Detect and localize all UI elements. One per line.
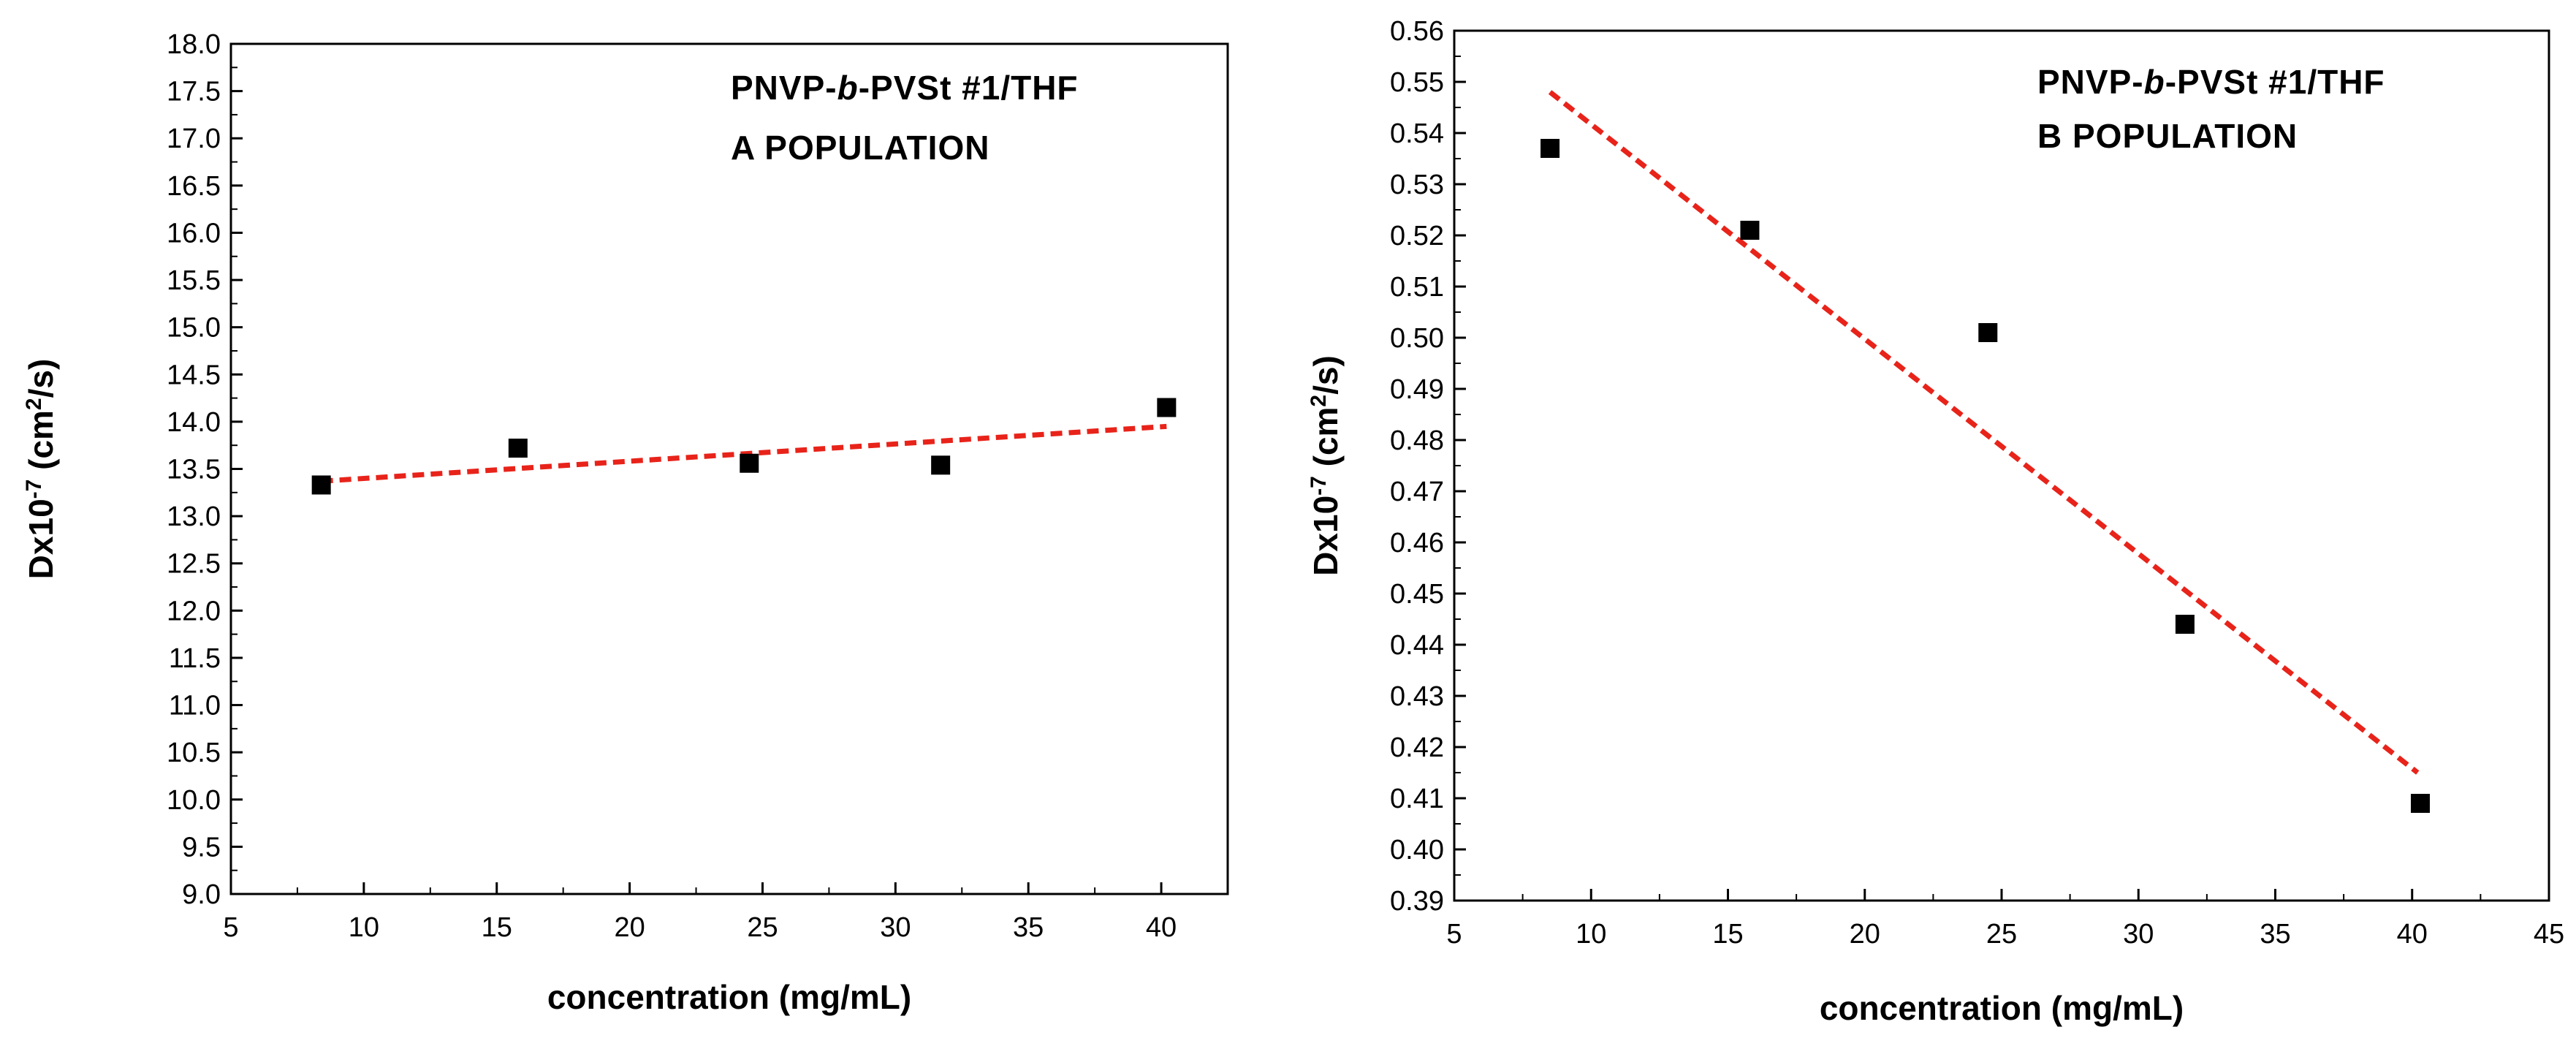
chart-a-data-point — [311, 475, 331, 495]
chart-a-x-tick-label: 35 — [1013, 912, 1044, 943]
chart-b-y-tick-label: 0.46 — [1390, 528, 1444, 558]
chart-b: 0.39 0.40 0.41 0.42 0.43 0.44 0.45 0.46 0.47 0.48… — [1307, 16, 2565, 1027]
chart-b-y-tick-label: 0.40 — [1390, 835, 1444, 865]
chart-a-y-tick-label: 10.5 — [167, 738, 221, 768]
chart-b-y-tick-label: 0.48 — [1390, 425, 1444, 456]
chart-b-x-axis-label: concentration (mg/mL) — [1820, 989, 2184, 1027]
chart-a-y-tick-label: 17.5 — [167, 77, 221, 107]
chart-b-y-ticks: 0.39 0.40 0.41 0.42 0.43 0.44 0.45 0.46 0.47 0.48… — [1390, 16, 1466, 917]
chart-b-x-tick-label: 20 — [1850, 919, 1880, 950]
chart-a-y-tick-label: 11.5 — [169, 643, 221, 674]
chart-b-data-point — [2175, 615, 2195, 634]
chart-b-x-tick-label: 5 — [1446, 919, 1462, 950]
chart-b-x-tick-label: 45 — [2534, 919, 2564, 950]
chart-b-y-tick-label: 0.55 — [1390, 67, 1444, 98]
chart-a-y-tick-label: 11.0 — [169, 691, 221, 721]
chart-b-x-tick-label: 15 — [1712, 919, 1743, 950]
chart-b-y-tick-label: 0.54 — [1390, 118, 1444, 149]
chart-a-y-tick-label: 16.5 — [167, 171, 221, 202]
chart-a-x-tick-label: 30 — [880, 912, 911, 943]
chart-a-data-point — [931, 455, 951, 475]
chart-a-y-tick-label: 18.0 — [167, 29, 221, 60]
chart-b-y-tick-label: 0.49 — [1390, 374, 1444, 405]
chart-b-data-points — [1540, 139, 2430, 813]
chart-b-y-tick-label: 0.44 — [1390, 630, 1444, 661]
chart-b-annotation-line1: PNVP-b-PVSt #1/THF — [2037, 63, 2385, 101]
chart-a-y-tick-label: 12.0 — [167, 596, 221, 626]
chart-a-y-tick-label: 14.5 — [167, 360, 221, 390]
chart-a-y-tick-label: 15.5 — [167, 265, 221, 296]
chart-b-y-tick-label: 0.51 — [1390, 272, 1444, 303]
chart-b-x-tick-label: 30 — [2123, 919, 2154, 950]
chart-a-x-axis-label: concentration (mg/mL) — [547, 978, 911, 1016]
chart-a-x-ticks: 5 10 15 20 25 30 35 40 — [223, 882, 1177, 943]
chart-b-data-point — [2410, 794, 2430, 813]
chart-a-x-tick-label: 10 — [349, 912, 379, 943]
chart-a-x-tick-label: 25 — [747, 912, 778, 943]
chart-b-y-tick-label: 0.39 — [1390, 886, 1444, 917]
chart-a-y-tick-label: 13.5 — [167, 455, 221, 485]
chart-a: 9.0 9.5 10.0 10.5 11.0 11.5 12.0 12.5 13.0 13.5 14… — [22, 29, 1229, 1016]
chart-a-y-tick-label: 13.0 — [167, 501, 221, 532]
chart-b-y-axis-label: Dx10-7 (cm2/s) — [1307, 355, 1345, 576]
chart-a-x-tick-label: 5 — [223, 912, 238, 943]
chart-b-data-point — [1540, 139, 1560, 158]
chart-a-data-point — [740, 453, 759, 473]
chart-a-data-point — [1157, 398, 1177, 417]
chart-b-x-tick-label: 10 — [1576, 919, 1606, 950]
chart-a-y-tick-label: 17.0 — [167, 124, 221, 154]
chart-b-y-tick-label: 0.56 — [1390, 16, 1444, 47]
chart-a-x-tick-label: 40 — [1146, 912, 1177, 943]
chart-b-fit-line — [1548, 90, 2420, 775]
chart-a-y-tick-label: 15.0 — [167, 313, 221, 344]
chart-b-x-tick-label: 40 — [2397, 919, 2428, 950]
chart-a-y-tick-label: 10.0 — [167, 785, 221, 816]
chart-b-x-tick-label: 35 — [2260, 919, 2290, 950]
chart-a-data-points — [311, 398, 1177, 495]
chart-a-x-tick-label: 15 — [482, 912, 512, 943]
chart-b-y-tick-label: 0.52 — [1390, 221, 1444, 251]
chart-a-y-axis-label: Dx10-7 (cm2/s) — [22, 359, 61, 580]
chart-a-y-ticks: 9.0 9.5 10.0 10.5 11.0 11.5 12.0 12.5 13.0 13.5 14… — [167, 29, 243, 910]
chart-a-y-tick-label: 12.5 — [167, 549, 221, 580]
chart-a-data-point — [508, 439, 528, 458]
chart-a-x-tick-label: 20 — [614, 912, 645, 943]
chart-b-data-point — [1740, 221, 1760, 240]
chart-a-y-tick-label: 9.0 — [182, 879, 221, 910]
chart-a-annotation-line2: A POPULATION — [731, 129, 989, 167]
chart-b-y-tick-label: 0.47 — [1390, 477, 1444, 507]
chart-b-y-tick-label: 0.43 — [1390, 681, 1444, 712]
chart-b-y-tick-label: 0.42 — [1390, 732, 1444, 763]
chart-b-y-tick-label: 0.45 — [1390, 579, 1444, 610]
chart-b-y-tick-label: 0.41 — [1390, 784, 1444, 814]
chart-b-annotation-line2: B POPULATION — [2037, 117, 2298, 155]
chart-b-y-tick-label: 0.50 — [1390, 323, 1444, 354]
chart-b-y-tick-label: 0.53 — [1390, 170, 1444, 200]
chart-a-y-tick-label: 14.0 — [167, 407, 221, 438]
chart-b-data-point — [1978, 323, 1998, 342]
chart-a-y-tick-label: 16.0 — [167, 218, 221, 249]
chart-a-annotation-line1: PNVP-b-PVSt #1/THF — [731, 69, 1079, 107]
chart-a-y-tick-label: 9.5 — [182, 832, 221, 863]
chart-b-x-ticks: 5 10 15 20 25 30 35 40 45 — [1446, 889, 2564, 950]
chart-b-x-tick-label: 25 — [1986, 919, 2017, 950]
